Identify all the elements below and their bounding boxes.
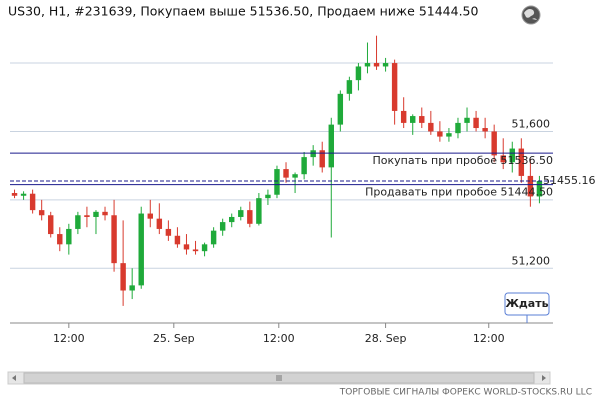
candle-body: [129, 285, 135, 291]
candle-body: [446, 133, 452, 137]
y-tick-label: 51,200: [512, 254, 551, 267]
candle-body: [400, 110, 407, 123]
level-label: Покупать при пробое 51536.50: [373, 154, 553, 167]
current-price-label: 51455.16: [543, 174, 596, 187]
candle-body: [11, 193, 18, 196]
candle-body: [147, 213, 153, 219]
candle-body: [38, 210, 45, 216]
candle-body: [373, 63, 380, 67]
candle-body: [355, 66, 362, 81]
candle-body: [482, 128, 488, 132]
candle-body: [455, 122, 461, 134]
x-tick-label: 12:00: [473, 332, 505, 345]
candle-body: [174, 235, 181, 245]
candle-body: [410, 116, 416, 123]
x-tick-label: 28. Sep: [365, 332, 407, 345]
candle-body: [66, 228, 72, 245]
candle-body: [75, 215, 81, 229]
candle-body: [247, 210, 253, 224]
candle-body: [518, 148, 525, 176]
candle-body: [93, 211, 99, 217]
candle-body: [229, 216, 235, 223]
candle-body: [346, 80, 353, 94]
candle-body: [138, 213, 144, 286]
candle-body: [57, 234, 63, 245]
footer: ТОРГОВЫЕ СИГНАЛЫ ФОРЕКС WORLD-STOCKS.RU …: [339, 388, 592, 398]
candle-body: [473, 117, 479, 129]
candle-body: [437, 131, 443, 137]
candle-body: [111, 215, 117, 264]
candle-body: [509, 148, 515, 163]
candle-body: [419, 116, 425, 123]
candle-body: [192, 249, 199, 252]
candle-body: [265, 194, 271, 199]
candle-body: [120, 263, 126, 291]
candle-body: [391, 63, 398, 111]
globe-icon[interactable]: [521, 5, 541, 25]
level-label: Продавать при пробое 51444.50: [365, 186, 553, 199]
candle-body: [156, 218, 163, 229]
candle-body: [292, 174, 298, 178]
candle-body: [29, 193, 36, 211]
plot-area: [10, 62, 553, 328]
candle-body: [219, 222, 226, 231]
candle-body: [48, 215, 54, 235]
x-tick-label: 25. Sep: [153, 332, 195, 345]
candle-body: [201, 244, 208, 252]
wait-button-label: Ждать: [505, 297, 548, 310]
candle-body: [102, 211, 108, 216]
candle-body: [428, 122, 434, 132]
candle-body: [310, 150, 316, 158]
y-tick-label: 51,600: [512, 117, 551, 130]
candle-body: [382, 63, 389, 67]
candle-body: [464, 117, 470, 123]
candle-body: [165, 228, 172, 236]
candle-body: [364, 63, 371, 67]
x-tick-label: 12:00: [263, 332, 295, 345]
candle-body: [183, 244, 190, 250]
candle-body: [238, 210, 244, 217]
candle-body: [328, 124, 334, 168]
candle-body: [301, 157, 307, 175]
scrollbar[interactable]: [7, 371, 551, 385]
candle-body: [256, 198, 262, 224]
candle-body: [527, 175, 534, 197]
candle-body: [536, 180, 543, 197]
candle-body: [20, 193, 27, 196]
candle-body: [84, 215, 90, 217]
candle-body: [210, 230, 217, 245]
chart-title: US30, H1, #231639, Покупаем выше 51536.5…: [8, 4, 479, 19]
candle-body: [337, 93, 344, 125]
candle-body: [500, 155, 506, 163]
candle-body: [274, 169, 280, 195]
candle-body: [491, 131, 497, 156]
candle-body: [319, 150, 325, 168]
x-tick-label: 12:00: [53, 332, 85, 345]
candle-body: [283, 169, 289, 178]
